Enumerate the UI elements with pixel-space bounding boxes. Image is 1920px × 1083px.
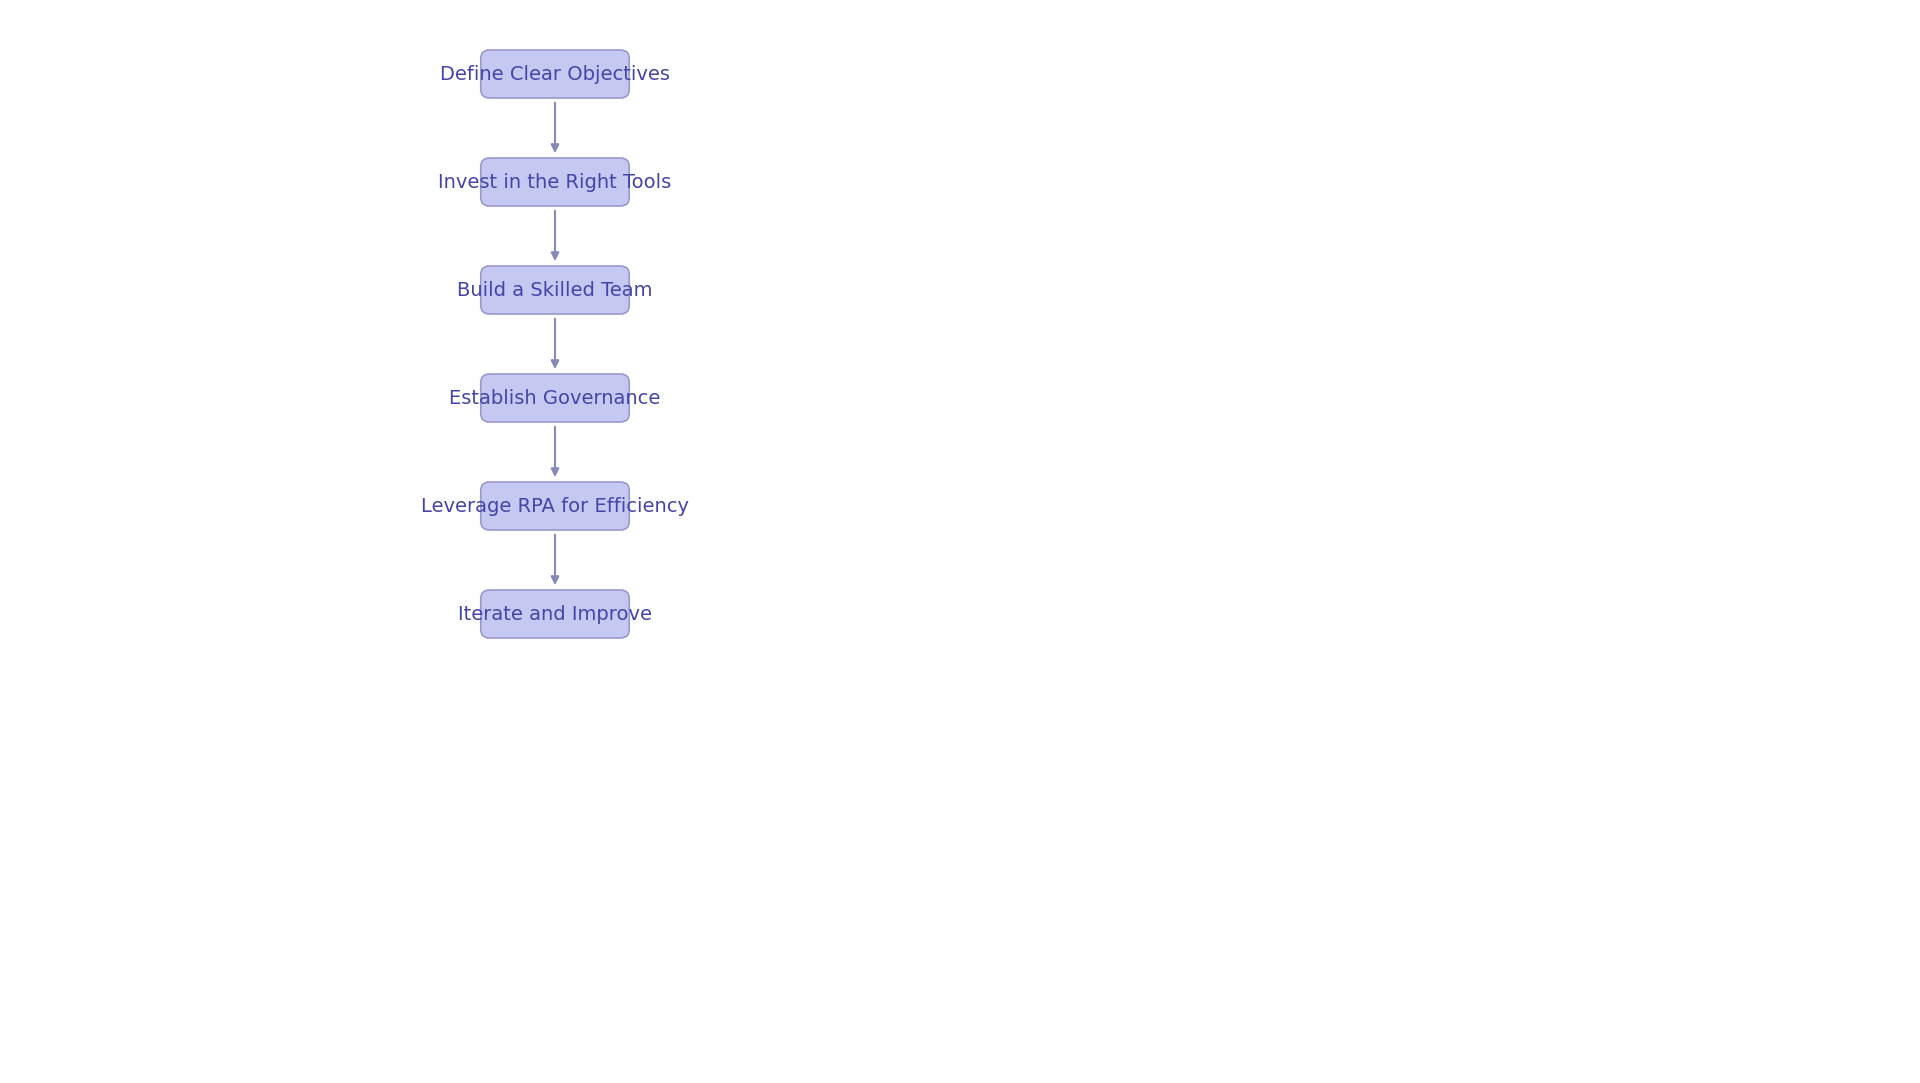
- Text: Define Clear Objectives: Define Clear Objectives: [440, 65, 670, 83]
- Text: Establish Governance: Establish Governance: [449, 389, 660, 407]
- Text: Leverage RPA for Efficiency: Leverage RPA for Efficiency: [420, 496, 689, 516]
- Text: Iterate and Improve: Iterate and Improve: [459, 604, 653, 624]
- FancyBboxPatch shape: [480, 266, 630, 314]
- FancyBboxPatch shape: [480, 50, 630, 97]
- FancyBboxPatch shape: [480, 374, 630, 422]
- Text: Build a Skilled Team: Build a Skilled Team: [457, 280, 653, 300]
- FancyBboxPatch shape: [480, 482, 630, 530]
- Text: Invest in the Right Tools: Invest in the Right Tools: [438, 172, 672, 192]
- FancyBboxPatch shape: [480, 590, 630, 638]
- FancyBboxPatch shape: [480, 158, 630, 206]
